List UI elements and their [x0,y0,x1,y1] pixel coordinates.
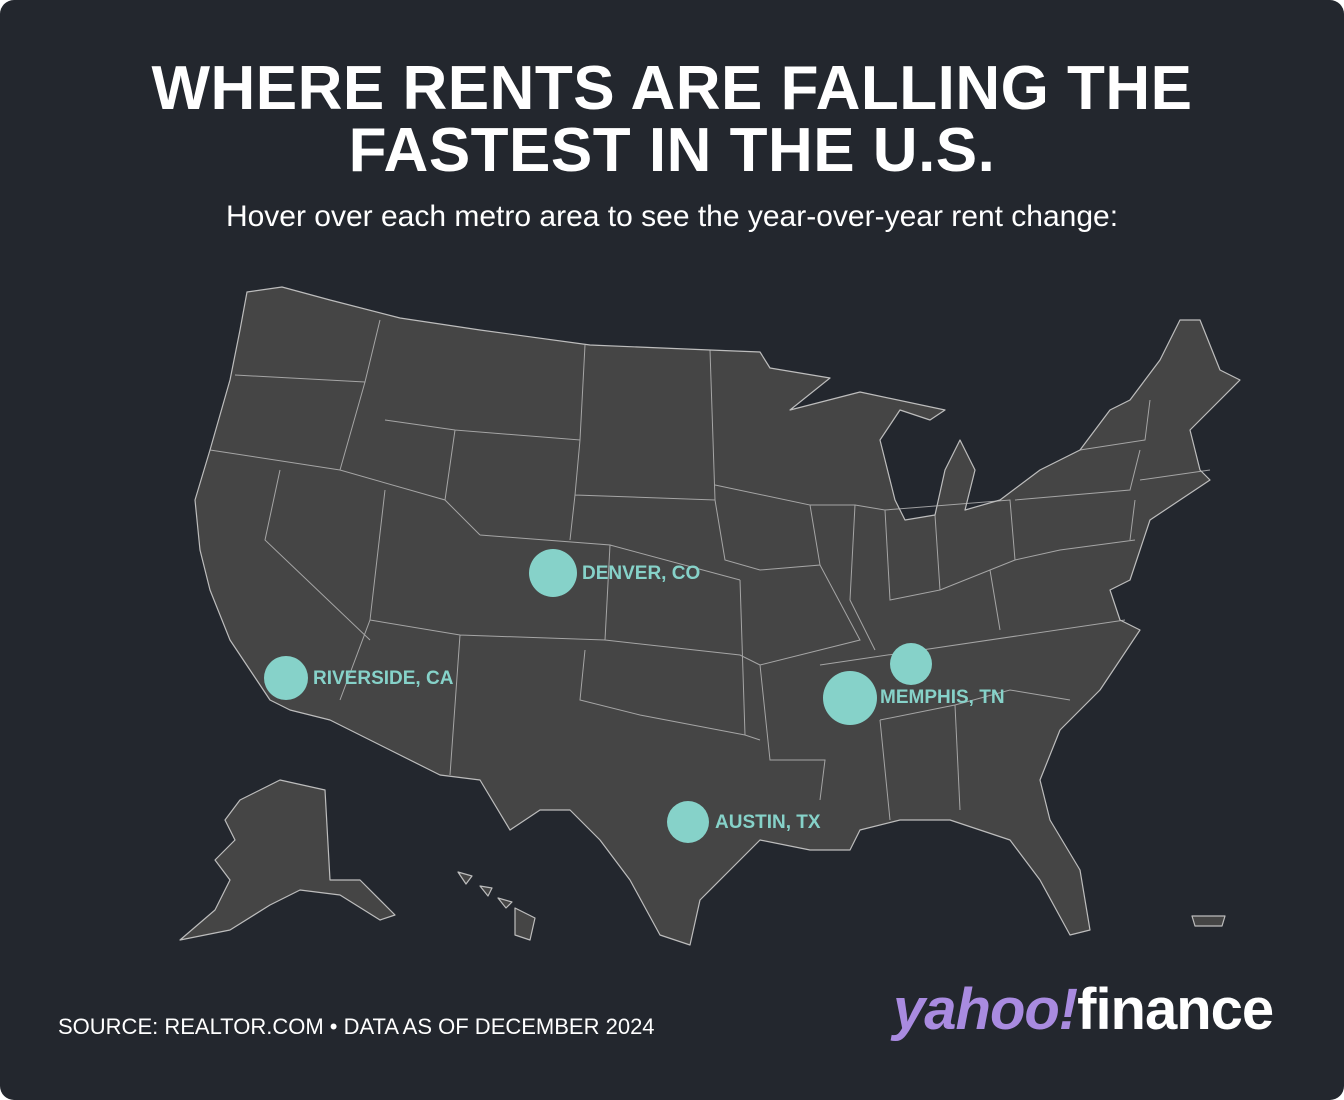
metro-label: DENVER, CO [582,563,700,584]
metro-marker[interactable] [823,671,877,725]
subtitle: Hover over each metro area to see the ye… [225,200,1119,233]
logo: yahoo!finance [893,976,1274,1043]
hawaii [457,871,536,941]
metro-marker[interactable] [529,549,577,597]
source: SOURCE: REALTOR.COM • DATA AS OF DECEMBE… [58,1014,655,1039]
title: WHERE RENTS ARE FALLING THE FASTEST IN T… [151,54,1193,185]
contiguous-us [194,286,1241,946]
logo-product: finance [1077,977,1274,1042]
metro-marker[interactable] [890,643,932,685]
metro-label: AUSTIN, TX [715,812,821,833]
metro-label: MEMPHIS, TN [880,687,1005,708]
alaska [179,779,396,941]
logo-brand: yahoo! [893,977,1078,1042]
metro-label: RIVERSIDE, CA [313,668,454,689]
puerto-rico [1191,915,1226,927]
state-borders [209,319,1211,821]
metro-marker[interactable] [264,656,308,700]
metro-marker[interactable] [667,801,709,843]
